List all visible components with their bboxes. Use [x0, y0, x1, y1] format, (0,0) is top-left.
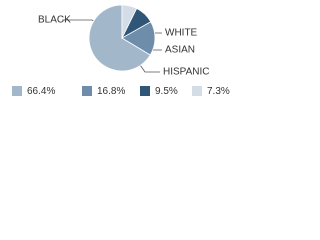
legend-swatch [82, 86, 92, 96]
legend-swatch [12, 86, 22, 96]
legend-label: 7.3% [207, 86, 230, 97]
pie-slice [121, 4, 138, 39]
slice-label: BLACK [38, 15, 71, 26]
slice-label: HISPANIC [163, 67, 210, 78]
slice-label: ASIAN [165, 45, 195, 56]
legend-label: 66.4% [27, 86, 55, 97]
legend-label: 16.8% [97, 86, 125, 97]
legend-swatch [192, 86, 202, 96]
chart: BLACK 66.4% HISPANIC 16.8% ASIAN 9.5% WHITE 7.3… [12, 4, 230, 97]
legend-swatch [140, 86, 150, 96]
pie-slice [88, 4, 151, 72]
slice-label: WHITE [165, 28, 198, 39]
legend-label: 9.5% [155, 86, 178, 97]
